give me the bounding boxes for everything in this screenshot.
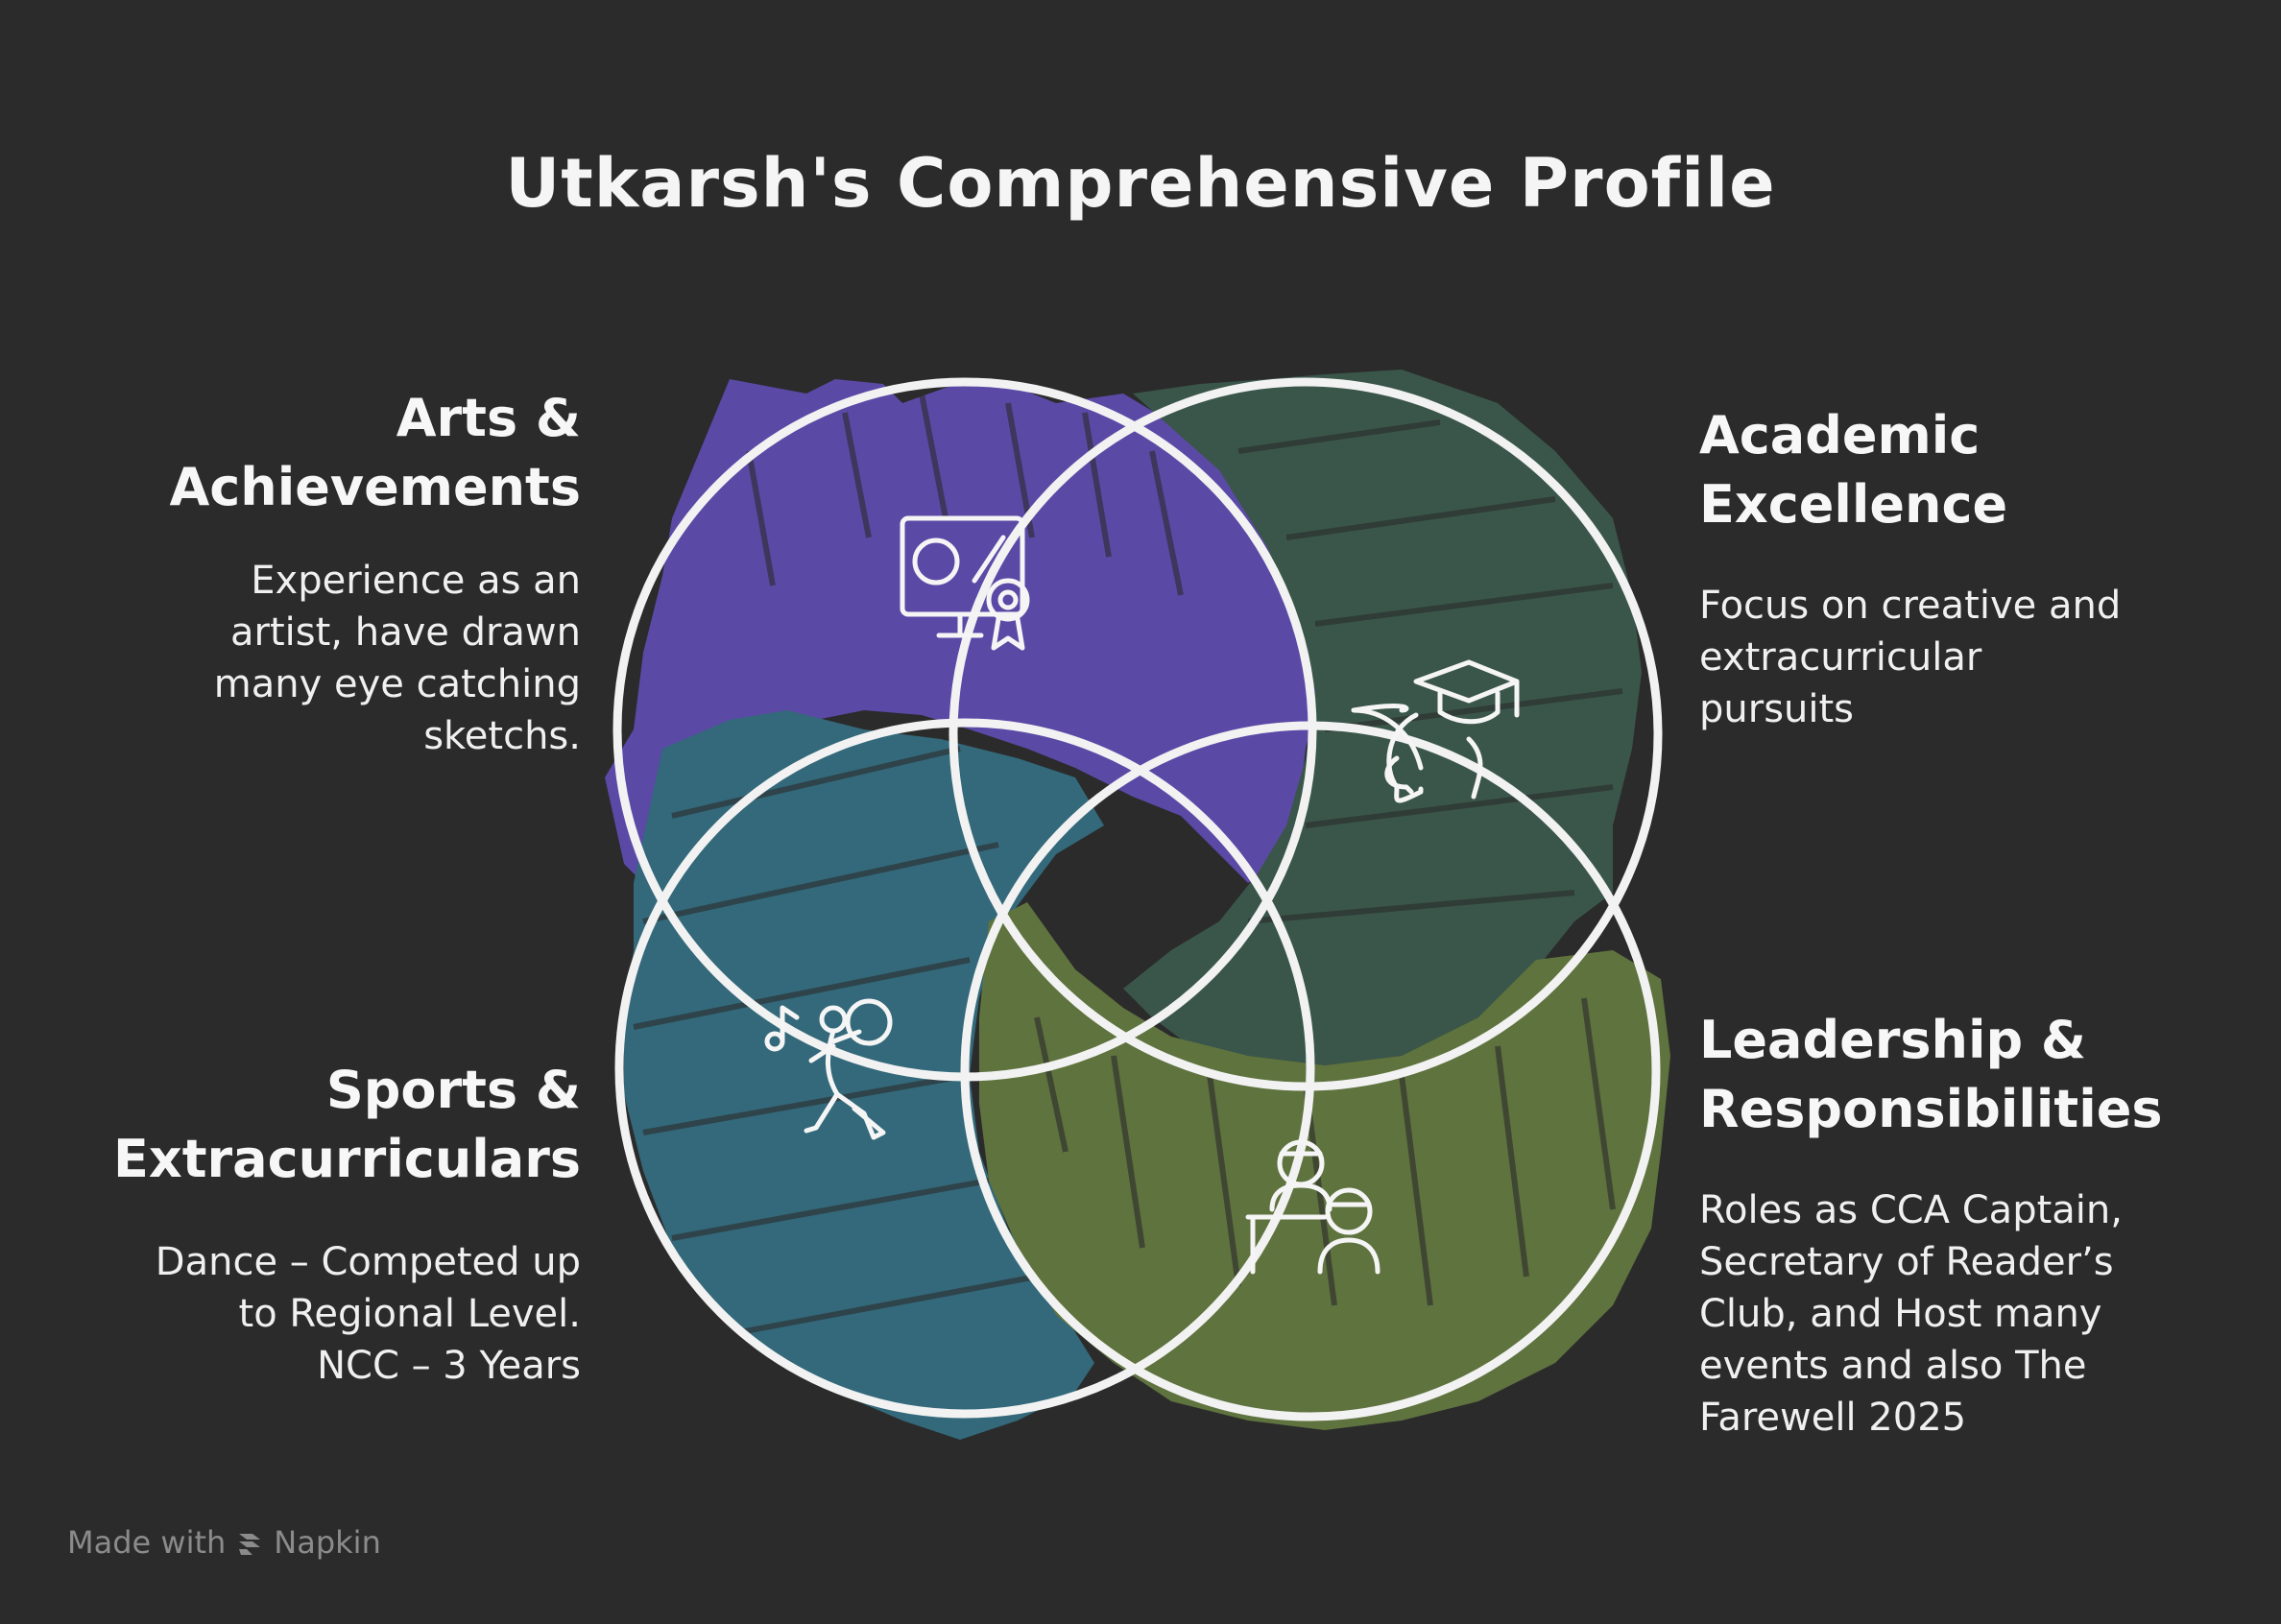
academic-description: Focus on creative and extracurricular pu… xyxy=(1699,580,2237,735)
academic-desc-line: extracurricular xyxy=(1699,635,1982,680)
leadership-desc-line: Roles as CCA Captain, xyxy=(1699,1188,2123,1232)
arts-heading-line2: Achievements xyxy=(169,457,582,517)
academic-desc-line: Focus on creative and xyxy=(1699,584,2122,628)
leadership-description: Roles as CCA Captain, Secretary of Reade… xyxy=(1699,1184,2266,1444)
academic-heading-line2: Excellence xyxy=(1699,474,2008,535)
arts-desc-line: many eye catching xyxy=(213,662,581,706)
sports-desc-line: Dance – Competed up xyxy=(155,1240,581,1284)
sports-heading-line1: Sports & xyxy=(325,1060,581,1120)
dancer-icon xyxy=(764,998,893,1140)
academic-heading: Academic Excellence xyxy=(1699,401,2198,539)
leadership-heading-line1: Leadership & xyxy=(1699,1010,2087,1070)
sports-heading: Sports & Extracurriculars xyxy=(58,1056,581,1194)
page-title: Utkarsh's Comprehensive Profile xyxy=(505,144,1776,223)
sports-lobe xyxy=(624,710,1104,1440)
leadership-desc-line: Club, and Host many xyxy=(1699,1292,2102,1336)
art-award-icon xyxy=(900,515,1030,651)
arts-heading: Arts & Achievements xyxy=(96,384,582,522)
arts-description: Experience as an artist, have drawn many… xyxy=(96,555,581,762)
sports-heading-line2: Extracurriculars xyxy=(112,1129,581,1189)
made-with-label: Made with xyxy=(67,1524,227,1561)
made-with-napkin[interactable]: Made with Napkin xyxy=(67,1524,381,1561)
napkin-logo-icon xyxy=(239,1534,261,1555)
leadership-desc-line: Farewell 2025 xyxy=(1699,1396,1967,1440)
sports-desc-line: to Regional Level. xyxy=(238,1292,581,1336)
sports-desc-line: NCC – 3 Years xyxy=(317,1344,581,1388)
academic-heading-line1: Academic xyxy=(1699,405,1981,466)
leadership-heading-line2: Responsibilities xyxy=(1699,1079,2163,1139)
graduate-head-icon xyxy=(1351,659,1520,803)
leadership-heading: Leadership & Responsibilities xyxy=(1699,1006,2266,1144)
academic-desc-line: pursuits xyxy=(1699,687,1855,731)
napkin-brand: Napkin xyxy=(274,1524,381,1561)
leadership-desc-line: Secretary of Reader’s xyxy=(1699,1240,2114,1284)
leadership-desc-line: events and also The xyxy=(1699,1344,2087,1388)
arts-desc-line: Experience as an xyxy=(251,559,581,603)
arts-desc-line: artist, have drawn xyxy=(230,610,581,655)
mentor-icon xyxy=(1245,1139,1381,1275)
sports-description: Dance – Competed up to Regional Level. N… xyxy=(58,1236,581,1392)
sports-circle xyxy=(614,718,1315,1419)
arts-heading-line1: Arts & xyxy=(396,388,581,448)
arts-desc-line: sketchs. xyxy=(423,714,581,758)
academic-circle xyxy=(948,377,1663,1091)
leadership-circle xyxy=(960,721,1661,1421)
